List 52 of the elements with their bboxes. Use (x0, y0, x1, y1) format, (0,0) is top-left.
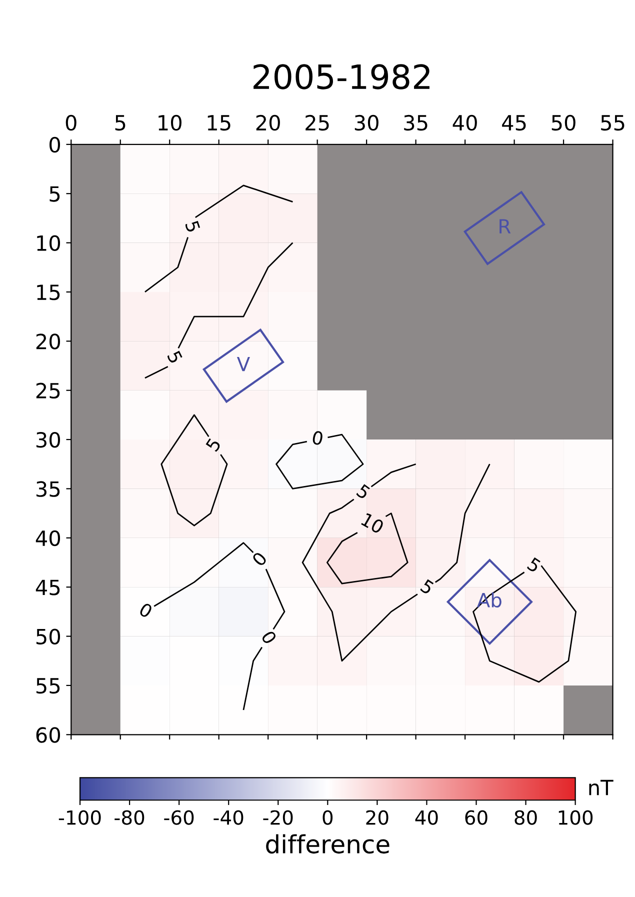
color-bar-label: -40 (214, 810, 244, 825)
color-bar-label: -100 (58, 810, 101, 825)
x-tick-label: 15 (208, 115, 230, 131)
color-bar-title: difference (266, 834, 390, 854)
text: 5 (356, 484, 371, 500)
y-tick-label: 30 (36, 432, 60, 448)
color-bar-label: 80 (514, 810, 537, 825)
annotation: R (500, 219, 511, 234)
x-tick-label: 45 (502, 115, 526, 131)
x-tick-label: 10 (158, 114, 182, 131)
text: nT (589, 780, 614, 796)
y-tick-label: 25 (36, 382, 60, 399)
x-tick-label: 40 (452, 114, 477, 131)
color-bar-label: 0 (322, 810, 333, 825)
x-tick-label: 30 (354, 114, 378, 131)
color-bar-label: -80 (114, 810, 144, 825)
color-bar-label: 60 (465, 810, 488, 825)
y-tick-label: 55 (36, 678, 60, 694)
text: 5 (205, 438, 222, 452)
x-tick-label: 55 (601, 115, 624, 131)
text: 5 (166, 350, 183, 364)
text: 5 (526, 557, 542, 573)
color-bar-label: 100 (558, 810, 593, 825)
annotation: 5 (184, 220, 200, 233)
y-tick-label: 40 (36, 530, 60, 546)
text: 0 (138, 602, 154, 619)
y-tick-label: 60 (36, 727, 60, 743)
annotation: V (236, 356, 250, 372)
chart-title: 2005-1982 (254, 64, 430, 90)
text: 5 (420, 579, 434, 595)
y-tick-label: 10 (37, 235, 60, 251)
text: 0 (251, 551, 268, 567)
y-tick-label: 35 (36, 481, 60, 497)
y-tick-label: 50 (36, 628, 60, 644)
x-tick-label: 35 (404, 114, 428, 131)
annotation: 10 (360, 512, 385, 534)
x-tick-label: 25 (306, 114, 329, 131)
color-bar-label: -60 (164, 810, 194, 825)
y-tick-label: 5 (50, 186, 60, 202)
y-tick-label: 45 (36, 580, 60, 596)
annotation: 0 (312, 430, 324, 446)
color-bar-label: 40 (415, 810, 438, 825)
y-tick-label: 15 (37, 284, 60, 300)
x-tick-label: 0 (66, 114, 76, 131)
x-tick-label: 50 (552, 114, 576, 131)
text: 0 (260, 630, 278, 645)
color-bar-label: 20 (366, 810, 388, 825)
y-tick-label: 20 (36, 334, 60, 350)
color-bar-label: -20 (263, 810, 293, 825)
x-tick-label: 5 (115, 115, 126, 131)
x-tick-label: 20 (256, 114, 280, 131)
y-tick-label: 0 (50, 136, 60, 153)
